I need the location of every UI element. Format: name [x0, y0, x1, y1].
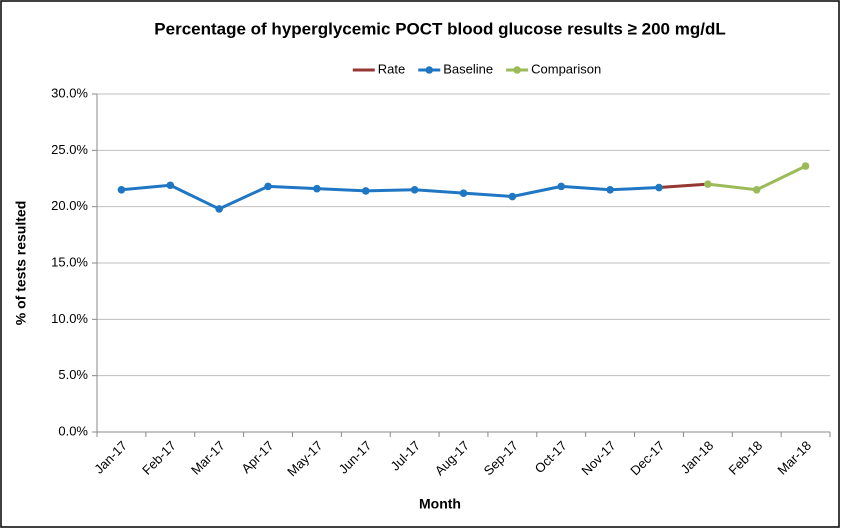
point [361, 187, 370, 195]
point [752, 185, 761, 194]
legend-label: Rate [378, 61, 405, 76]
point [166, 181, 175, 190]
point [557, 182, 566, 191]
series-line [121, 183, 660, 211]
x-axis-title: Month [419, 496, 461, 512]
point [508, 192, 517, 201]
y-tick-label: 10.0% [51, 311, 88, 326]
point [410, 185, 419, 194]
legend-label: Comparison [531, 61, 601, 76]
point [606, 185, 614, 194]
point [117, 185, 126, 194]
y-axis-title: % of tests resulted [13, 201, 29, 325]
legend-marker [425, 66, 434, 74]
point [655, 183, 663, 192]
point [264, 182, 272, 191]
chart-title: Percentage of hyperglycemic POCT blood g… [154, 19, 725, 38]
y-tick-label: 0.0% [58, 423, 88, 438]
y-tick-label: 25.0% [51, 142, 88, 157]
point [215, 205, 223, 213]
point [801, 162, 810, 170]
point [313, 184, 321, 193]
point [704, 180, 712, 188]
series-line [658, 182, 708, 190]
legend-label: Baseline [443, 61, 493, 76]
y-tick-label: 20.0% [51, 198, 88, 213]
y-tick-label: 5.0% [58, 367, 88, 382]
point [459, 189, 468, 197]
y-tick-label: 30.0% [51, 85, 88, 100]
y-tick-label: 15.0% [51, 254, 88, 269]
legend-marker [513, 66, 521, 74]
